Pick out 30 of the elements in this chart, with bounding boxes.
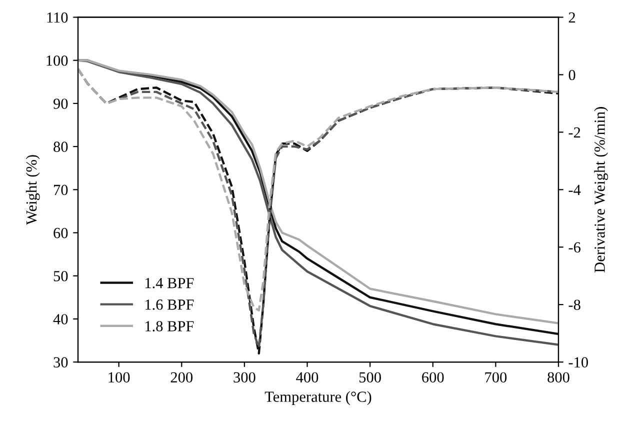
x-tick-label: 800	[548, 372, 570, 383]
y-tick-label: 110	[47, 12, 68, 23]
legend-label: 1.8 BPF	[145, 321, 194, 332]
y-tick-label: 80	[54, 142, 68, 152]
y2-tick-label: -6	[568, 242, 580, 253]
x-tick-label: 600	[422, 372, 444, 383]
x-tick-label: 100	[108, 372, 130, 383]
x-tick-label: 400	[296, 372, 318, 383]
x-tick-label: 200	[170, 372, 193, 383]
y2-axis-title: Derivative Weight (%/min)	[594, 107, 608, 272]
x-tick-label: 700	[485, 372, 507, 383]
y2-tick-label: -8	[568, 300, 580, 310]
legend-label: 1.4 BPF	[145, 278, 194, 288]
x-axis-title: Temperature (°C)	[264, 391, 372, 406]
y2-tick-label: 0	[568, 70, 576, 80]
legend-label: 1.6 BPF	[145, 300, 194, 310]
y-tick-label: 40	[53, 314, 68, 324]
y-tick-label: 30	[54, 357, 68, 368]
x-tick-label: 300	[234, 372, 256, 383]
y2-tick-label: 2	[568, 12, 575, 23]
y-tick-label: 100	[46, 55, 68, 66]
y-axis-title: Weight (%)	[26, 155, 40, 225]
y2-tick-label: -4	[568, 184, 581, 195]
y-tick-label: 60	[54, 228, 68, 238]
x-tick-label: 500	[359, 372, 381, 383]
y2-tick-label: -2	[568, 127, 580, 138]
y-tick-label: 90	[53, 98, 68, 109]
y-tick-label: 50	[54, 270, 68, 282]
y2-tick-label: -10	[568, 357, 588, 368]
y-tick-label: 70	[54, 184, 68, 196]
